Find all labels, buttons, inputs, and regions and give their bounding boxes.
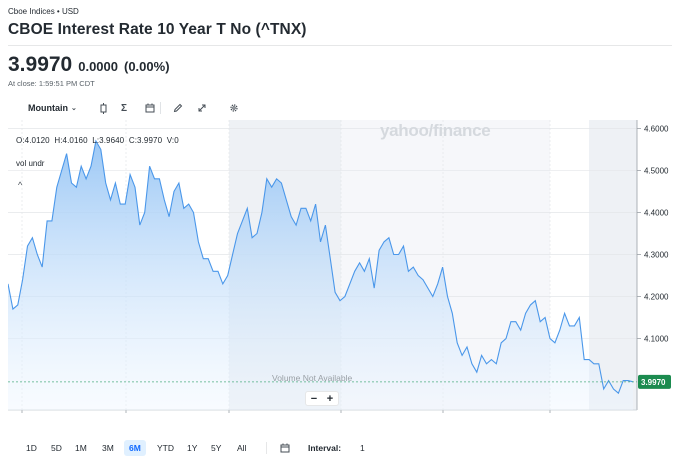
quote-price: 3.9970 bbox=[8, 53, 73, 76]
range-5y[interactable]: 5Y bbox=[211, 443, 222, 453]
chevron-down-icon: ⌄ bbox=[71, 105, 77, 112]
calendar-event-icon[interactable] bbox=[143, 100, 157, 116]
yahoo-finance-watermark: yahoo/finance bbox=[380, 121, 491, 140]
range-1d[interactable]: 1D bbox=[26, 443, 37, 453]
series-area bbox=[8, 141, 633, 410]
y-tick-label: 4.6000 bbox=[644, 124, 669, 133]
range-divider bbox=[266, 442, 267, 454]
month-band-late-oct bbox=[589, 120, 637, 410]
range-6m[interactable]: 6M bbox=[124, 440, 146, 456]
zoom-control: − + bbox=[305, 391, 339, 406]
range-1y[interactable]: 1Y bbox=[187, 443, 198, 453]
header-divider bbox=[8, 45, 672, 46]
calendar-icon[interactable] bbox=[278, 440, 292, 456]
toolbar-divider bbox=[160, 102, 161, 114]
series-line bbox=[7, 139, 634, 395]
expand-icon[interactable] bbox=[195, 100, 209, 116]
price-chart[interactable]: 4.60004.50004.40004.30004.20004.1000MayJ… bbox=[7, 118, 672, 427]
y-tick-label: 4.5000 bbox=[644, 166, 669, 175]
zoom-in-button[interactable]: + bbox=[326, 392, 334, 405]
range-all[interactable]: All bbox=[237, 443, 247, 453]
ohlc-readout: O:4.0120 H:4.0160 L:3.9640 C:3.9970 V:0 bbox=[16, 136, 179, 145]
quote-row: 3.9970 0.0000 (0.00%) bbox=[8, 53, 170, 77]
last-price-label: 3.9970 bbox=[641, 378, 666, 387]
range-ytd[interactable]: YTD bbox=[157, 443, 174, 453]
y-tick-label: 4.2000 bbox=[644, 293, 669, 302]
interval-dropdown[interactable]: 1 day⌄ bbox=[360, 440, 384, 456]
volume-not-available-note: Volume Not Available bbox=[272, 373, 353, 383]
settings-icon[interactable] bbox=[227, 100, 241, 116]
quote-change: 0.0000 bbox=[78, 59, 118, 74]
range-5d[interactable]: 5D bbox=[51, 443, 62, 453]
y-tick-label: 4.1000 bbox=[644, 335, 669, 344]
exchange-meta: Cboe Indices • USD bbox=[8, 7, 79, 16]
range-1m[interactable]: 1M bbox=[75, 443, 87, 453]
chart-area[interactable]: 4.60004.50004.40004.30004.20004.1000MayJ… bbox=[7, 118, 672, 427]
chart-type-dropdown[interactable]: Mountain ⌄ bbox=[28, 100, 77, 116]
last-price-badge bbox=[638, 374, 671, 389]
y-tick-label: 4.3000 bbox=[644, 250, 669, 259]
interval-value: 1 day bbox=[360, 443, 365, 453]
candle-icon[interactable] bbox=[96, 100, 110, 116]
page-title: CBOE Interest Rate 10 Year T No (^TNX) bbox=[8, 21, 307, 38]
chart-type-label: Mountain bbox=[28, 103, 68, 113]
range-3m[interactable]: 3M bbox=[102, 443, 114, 453]
y-tick-label: 4.4000 bbox=[644, 208, 669, 217]
quote-change-percent: (0.00%) bbox=[124, 59, 170, 74]
indicator-icon[interactable]: Σ bbox=[120, 102, 127, 114]
interval-label: Interval: bbox=[308, 443, 342, 453]
collapse-caret-icon[interactable]: ^ bbox=[18, 180, 23, 190]
zoom-out-button[interactable]: − bbox=[310, 392, 318, 405]
close-time: At close: 1:59:51 PM CDT bbox=[8, 79, 95, 88]
volume-indicator-label[interactable]: vol undr bbox=[16, 159, 45, 168]
draw-icon[interactable] bbox=[171, 100, 185, 116]
